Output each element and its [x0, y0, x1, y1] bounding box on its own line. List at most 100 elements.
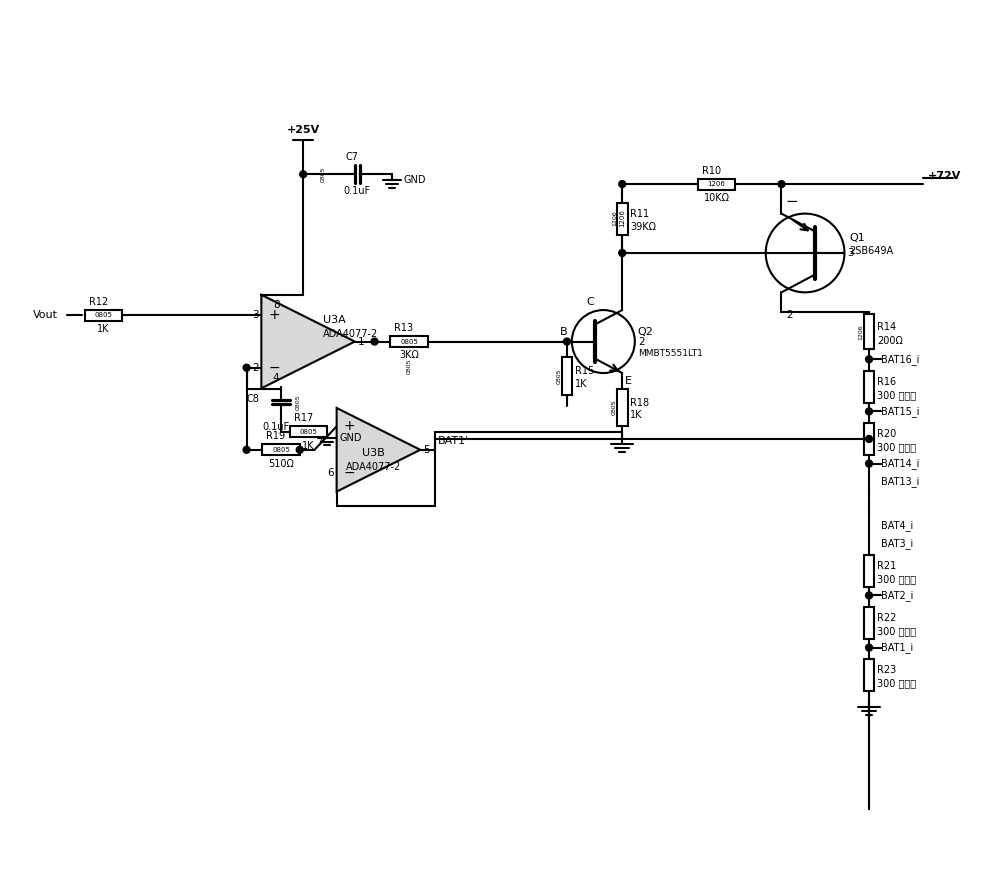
Text: 300 黑电阵: 300 黑电阵	[877, 389, 916, 400]
Text: R12: R12	[89, 297, 108, 307]
Text: 3: 3	[847, 248, 854, 258]
Text: MMBT5551LT1: MMBT5551LT1	[638, 349, 703, 359]
Text: 0805: 0805	[320, 166, 325, 182]
Text: 1K: 1K	[302, 440, 315, 451]
Text: 1: 1	[358, 337, 364, 346]
Text: 0805: 0805	[400, 339, 418, 345]
Text: C8: C8	[247, 395, 259, 404]
Text: 2SB649A: 2SB649A	[849, 246, 893, 256]
Polygon shape	[261, 295, 355, 388]
Circle shape	[866, 644, 872, 651]
Bar	[262, 444, 300, 455]
Text: R15: R15	[575, 366, 594, 376]
Text: 8: 8	[273, 299, 279, 310]
Text: 0.1uF: 0.1uF	[344, 186, 371, 196]
Circle shape	[619, 249, 626, 256]
Text: 1K: 1K	[575, 379, 587, 388]
Text: 0805: 0805	[406, 359, 411, 374]
Text: 2: 2	[638, 337, 644, 346]
Circle shape	[866, 408, 872, 415]
Text: GND: GND	[404, 175, 426, 186]
Text: 3KΩ: 3KΩ	[399, 350, 419, 360]
Text: 1206: 1206	[708, 181, 725, 187]
Text: 0.1uF: 0.1uF	[263, 422, 290, 432]
Text: 5: 5	[423, 444, 430, 455]
Text: BAT15_i: BAT15_i	[881, 406, 919, 416]
Text: GND: GND	[339, 432, 362, 443]
Bar	[864, 371, 874, 402]
Text: 2: 2	[252, 363, 258, 373]
Text: 300 黑电阵: 300 黑电阵	[877, 678, 916, 688]
Bar	[617, 202, 628, 234]
Bar	[698, 178, 735, 190]
Text: +: +	[344, 419, 355, 433]
Text: 0805: 0805	[296, 395, 301, 410]
Text: Q2: Q2	[638, 326, 654, 337]
Text: +72V: +72V	[928, 172, 961, 181]
Circle shape	[866, 460, 872, 467]
Text: ADA4077-2: ADA4077-2	[323, 329, 378, 339]
Text: BAT2_i: BAT2_i	[881, 590, 913, 601]
Text: 6: 6	[327, 468, 334, 479]
Text: 0805: 0805	[272, 447, 290, 452]
Text: 1K: 1K	[630, 410, 643, 420]
Text: BAT16_i: BAT16_i	[881, 354, 919, 365]
Text: 0805: 0805	[612, 400, 617, 416]
Text: R18: R18	[630, 397, 649, 408]
Polygon shape	[337, 408, 420, 492]
Text: E: E	[625, 376, 632, 386]
Text: R23: R23	[877, 665, 896, 676]
Text: U3A: U3A	[323, 315, 346, 325]
Text: 0805: 0805	[557, 368, 562, 384]
Text: 510Ω: 510Ω	[268, 458, 294, 469]
Circle shape	[563, 338, 570, 345]
Text: −: −	[268, 360, 280, 374]
Text: 300 黑电阵: 300 黑电阵	[877, 574, 916, 584]
Circle shape	[866, 356, 872, 363]
Text: +: +	[268, 308, 280, 322]
Text: 1206: 1206	[859, 324, 864, 340]
Text: BAT14_i: BAT14_i	[881, 458, 919, 469]
Bar	[864, 660, 874, 691]
Circle shape	[778, 180, 785, 187]
Text: Vout: Vout	[33, 311, 58, 320]
Circle shape	[619, 180, 626, 187]
Bar	[864, 555, 874, 586]
Text: C7: C7	[345, 152, 358, 163]
Text: 2: 2	[786, 310, 793, 320]
Text: 4: 4	[273, 374, 279, 383]
Bar	[85, 310, 122, 321]
Text: R13: R13	[394, 323, 413, 333]
Text: R20: R20	[877, 429, 896, 439]
Text: 1206: 1206	[619, 210, 625, 228]
Bar	[864, 424, 874, 455]
Circle shape	[371, 338, 378, 345]
Text: R16: R16	[877, 377, 896, 387]
Text: R17: R17	[294, 413, 313, 424]
Bar	[290, 426, 327, 438]
Bar	[617, 388, 628, 426]
Text: BAT1': BAT1'	[438, 436, 469, 446]
Text: BAT3_i: BAT3_i	[881, 538, 913, 549]
Text: −: −	[344, 466, 355, 480]
Text: U3B: U3B	[362, 448, 385, 458]
Circle shape	[300, 171, 307, 178]
Text: 0805: 0805	[300, 429, 318, 435]
Circle shape	[866, 436, 872, 443]
Text: 0805: 0805	[94, 312, 112, 318]
Text: Q1: Q1	[849, 234, 865, 243]
Text: 200Ω: 200Ω	[877, 336, 903, 346]
Bar	[562, 357, 572, 395]
Text: 1K: 1K	[97, 325, 110, 334]
Circle shape	[866, 592, 872, 598]
Text: BAT13_i: BAT13_i	[881, 476, 919, 487]
Text: R19: R19	[266, 431, 285, 441]
Text: R10: R10	[702, 165, 721, 176]
Bar	[864, 314, 874, 349]
Circle shape	[243, 364, 250, 371]
Text: R11: R11	[630, 208, 649, 219]
Text: 10KΩ: 10KΩ	[704, 193, 730, 203]
Text: BAT4_i: BAT4_i	[881, 520, 913, 531]
Bar	[390, 336, 428, 347]
Text: 7: 7	[316, 437, 323, 447]
